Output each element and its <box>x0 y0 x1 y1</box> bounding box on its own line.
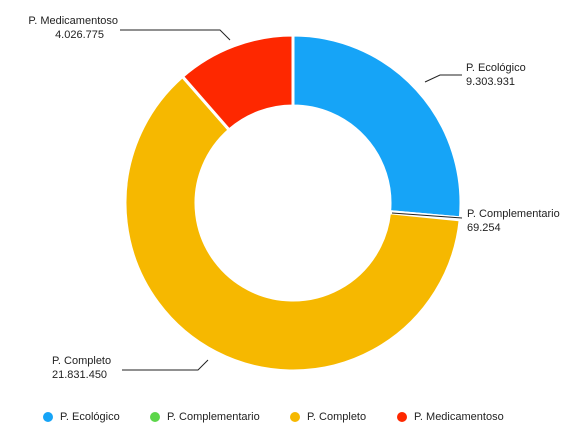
legend-swatch <box>397 412 407 422</box>
legend-label: P. Completo <box>307 411 366 423</box>
data-label-name: P. Ecológico <box>466 62 526 74</box>
legend-label: P. Medicamentoso <box>414 411 504 423</box>
legend-label: P. Ecológico <box>60 411 120 423</box>
legend-swatch <box>43 412 53 422</box>
legend-swatch <box>150 412 160 422</box>
leader-line <box>424 74 462 83</box>
leader-line <box>391 212 463 219</box>
legend-label: P. Complementario <box>167 411 260 423</box>
data-label-name: P. Complementario <box>467 208 560 220</box>
leader-line <box>122 359 209 371</box>
donut-segment <box>123 74 462 373</box>
leader-line <box>120 29 231 41</box>
data-label-value: 9.303.931 <box>466 76 515 88</box>
donut-segment <box>291 33 463 220</box>
data-label-value: 21.831.450 <box>52 369 107 381</box>
data-label-name: P. Medicamentoso <box>28 15 118 27</box>
donut-segment <box>180 33 295 133</box>
legend-swatch <box>290 412 300 422</box>
data-label-value: 69.254 <box>467 222 501 234</box>
data-label-value: 4.026.775 <box>55 29 104 41</box>
data-label-name: P. Completo <box>52 355 111 367</box>
